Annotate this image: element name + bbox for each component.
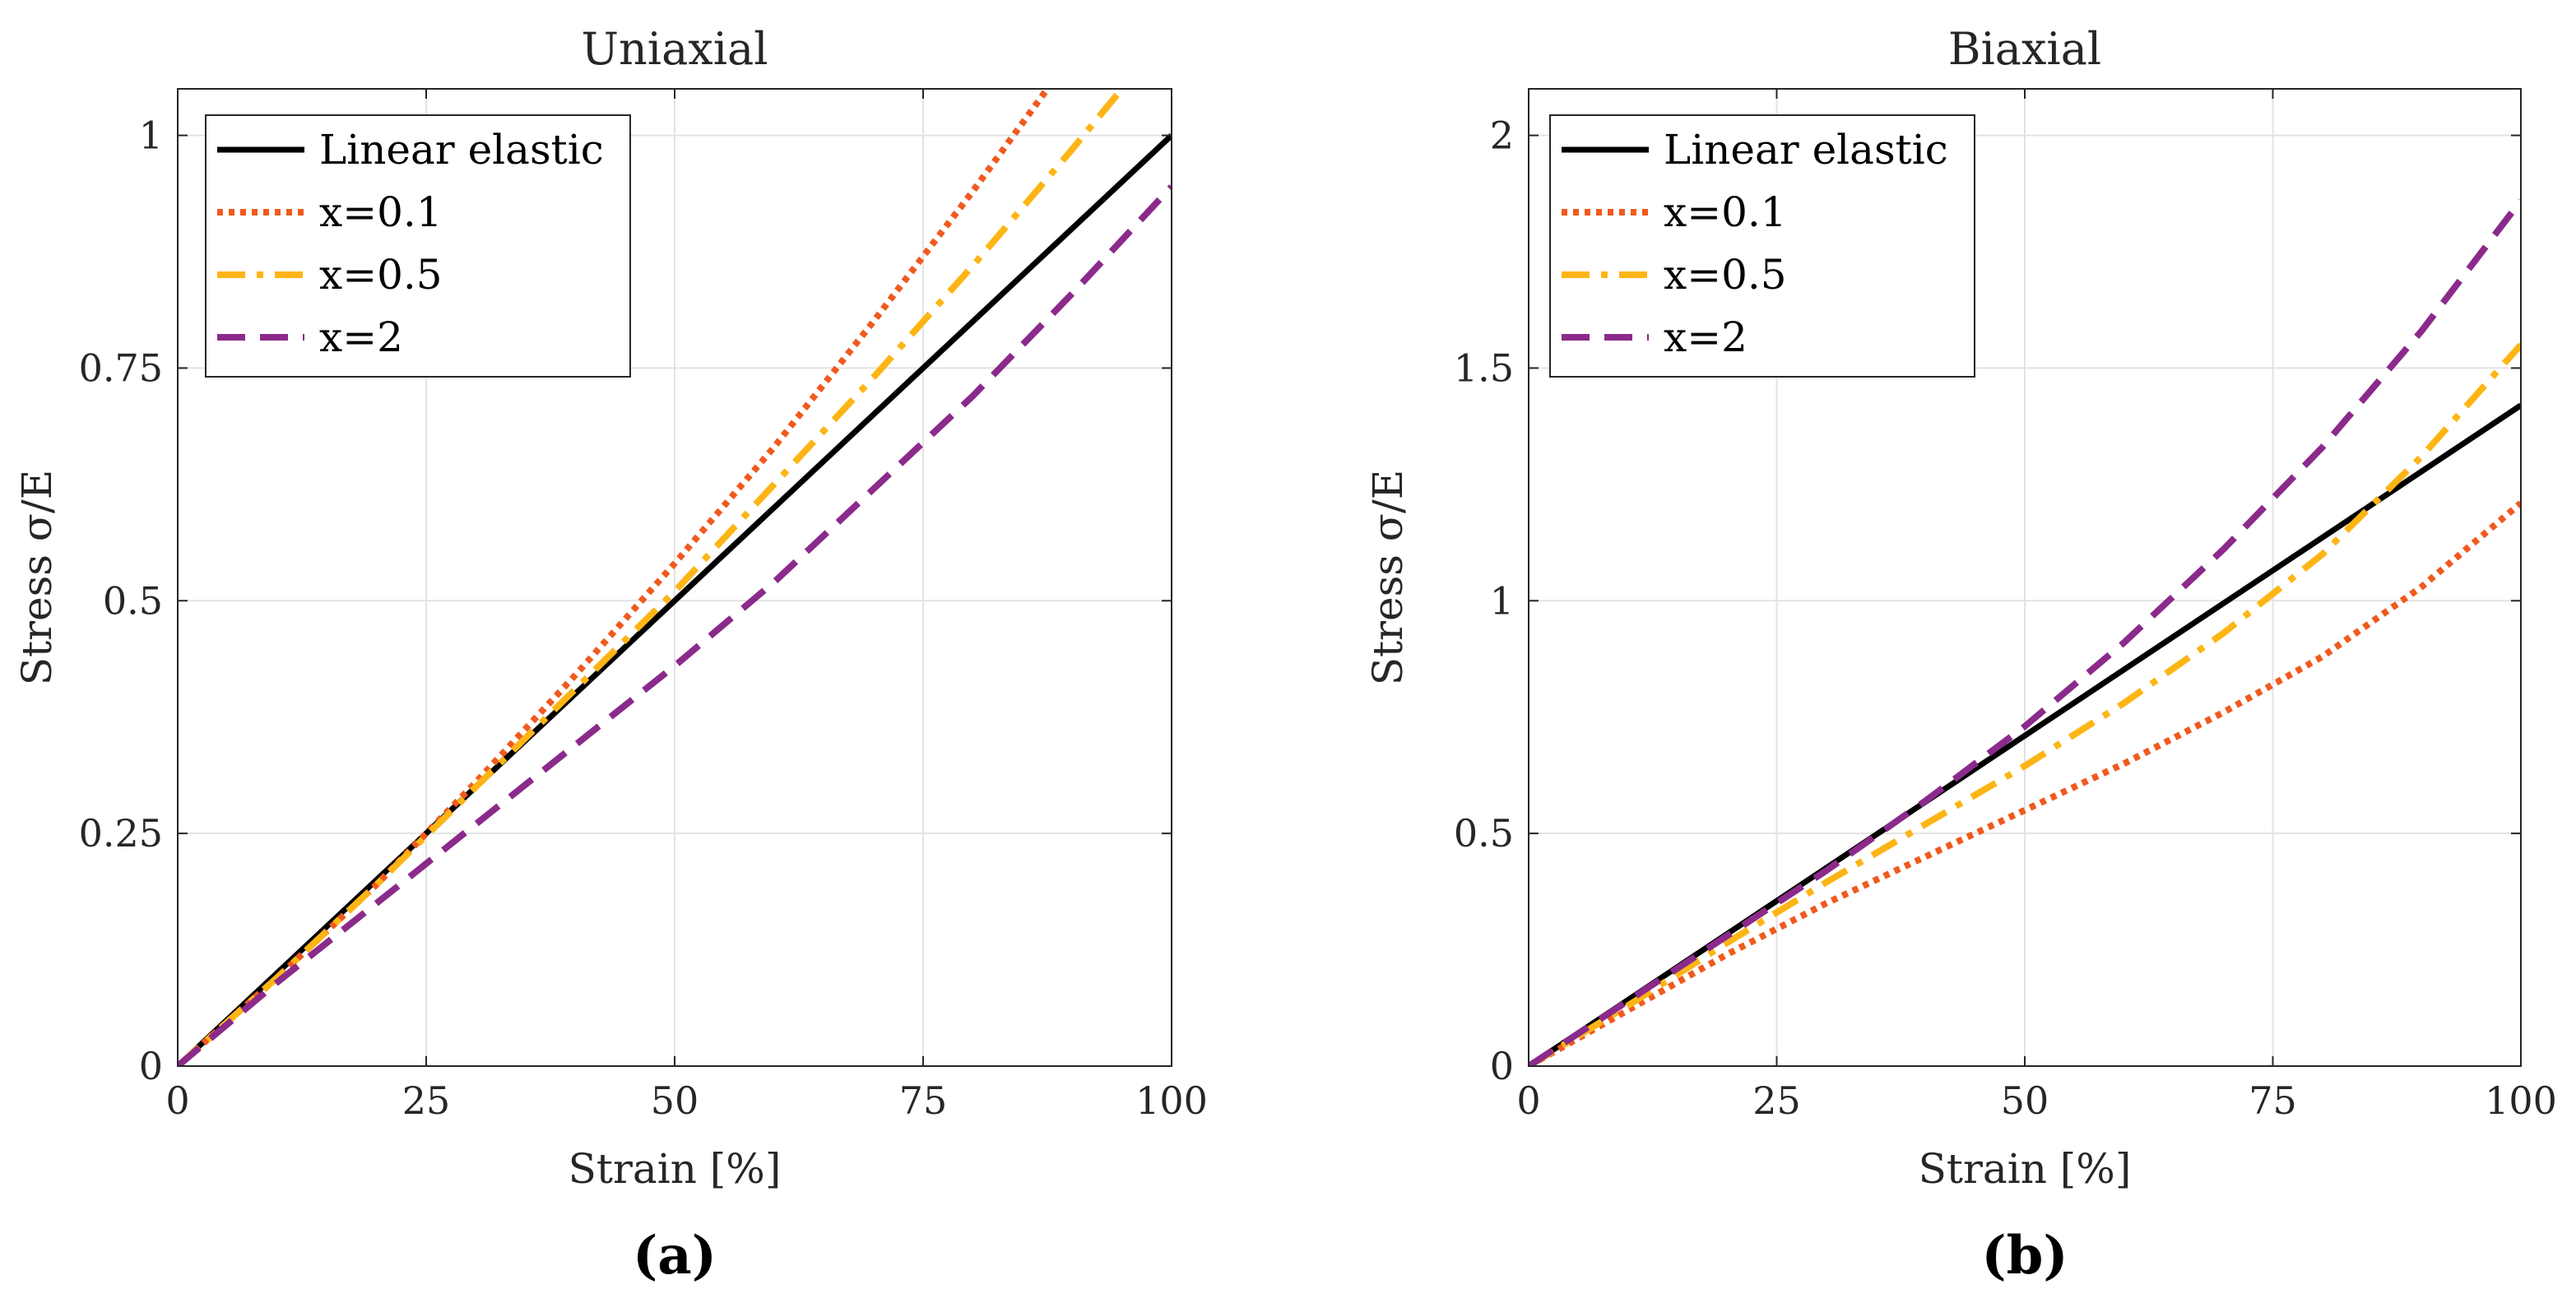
legend-label: x=0.5	[319, 251, 443, 299]
legend-box	[1549, 114, 1975, 378]
x-tick-label: 75	[2249, 1078, 2297, 1123]
series-group	[178, 89, 1172, 1066]
legend-label: x=2	[319, 313, 403, 361]
legend-box	[205, 114, 631, 378]
series-line-linear-elastic	[178, 133, 1172, 1066]
y-tick-label: 1.5	[1454, 345, 1514, 390]
panel-label: (a)	[633, 1225, 717, 1287]
x-tick-label: 100	[2485, 1078, 2557, 1123]
legend-label: Linear elastic	[319, 126, 604, 174]
x-tick-label: 0	[165, 1078, 189, 1123]
x-tick-label: 75	[899, 1078, 948, 1123]
series-line-x-2	[178, 184, 1172, 1066]
y-tick-label: 0.75	[79, 345, 163, 390]
x-tick-label: 25	[1752, 1078, 1801, 1123]
y-tick-label: 2	[1490, 114, 1514, 158]
series-line-x-2	[1529, 198, 2521, 1066]
x-tick-label: 100	[1135, 1078, 1208, 1123]
x-axis-label: Strain [%]	[1919, 1145, 2132, 1193]
series-line-x-0-1	[1529, 500, 2521, 1066]
chart-title: Biaxial	[1948, 23, 2101, 75]
legend-label: x=0.1	[319, 188, 443, 236]
x-tick-label: 50	[651, 1078, 699, 1123]
series-line-x-0-5	[1529, 342, 2521, 1066]
y-tick-label: 0	[1490, 1044, 1514, 1088]
y-tick-label: 0.25	[79, 811, 163, 856]
y-tick-label: 1	[139, 114, 163, 158]
series-group	[1529, 198, 2521, 1066]
legend-label: Linear elastic	[1664, 126, 1948, 174]
uniaxial-chart: 0 25 50 75 100 0 0.25 0.5 0.75 1 Uniaxial Strain [%…	[13, 23, 1208, 1287]
legend: Linear elastic x=0.1 x=0.5 x=2	[1549, 114, 1975, 378]
chart-title: Uniaxial	[582, 23, 768, 75]
y-tick-label: 0	[139, 1044, 163, 1088]
legend: Linear elastic x=0.1 x=0.5 x=2	[205, 114, 631, 378]
x-tick-label: 50	[2001, 1078, 2049, 1123]
legend-label: x=2	[1664, 313, 1748, 361]
y-axis-label: Stress σ/E	[1364, 470, 1412, 686]
y-tick-label: 0.5	[103, 578, 163, 623]
biaxial-chart: 0 25 50 75 100 0 0.5 1 1.5 2 Biaxial Strain [%] Stre…	[1364, 23, 2557, 1287]
panel-label: (b)	[1981, 1225, 2068, 1287]
y-tick-label: 0.5	[1454, 811, 1514, 856]
x-tick-label: 25	[402, 1078, 451, 1123]
x-tick-label: 0	[1516, 1078, 1540, 1123]
y-tick-label: 1	[1490, 578, 1514, 623]
series-line-x-0-1	[178, 89, 1051, 1066]
legend-label: x=0.5	[1664, 251, 1787, 299]
legend-label: x=0.1	[1664, 188, 1787, 236]
x-axis-label: Strain [%]	[569, 1145, 782, 1193]
y-axis-label: Stress σ/E	[13, 470, 61, 686]
